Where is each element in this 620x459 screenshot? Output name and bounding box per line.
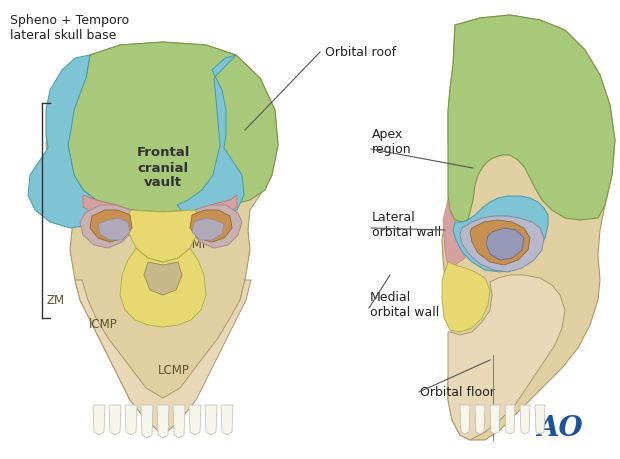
Text: Orbital floor: Orbital floor [420,386,495,398]
Text: Medial
orbital wall: Medial orbital wall [370,291,439,319]
Text: LCMP: LCMP [158,364,190,376]
Polygon shape [68,42,278,212]
Polygon shape [535,405,545,434]
Polygon shape [109,405,121,435]
Polygon shape [126,210,200,262]
Polygon shape [486,228,524,260]
Polygon shape [505,405,515,434]
Text: Frontal
cranial
vault: Frontal cranial vault [136,146,190,190]
Polygon shape [28,55,104,228]
Polygon shape [189,405,201,435]
Polygon shape [93,405,105,435]
Polygon shape [443,200,470,265]
Polygon shape [453,196,548,272]
Polygon shape [195,195,237,218]
Text: lCMP: lCMP [89,319,117,331]
Polygon shape [205,405,217,435]
Polygon shape [83,195,131,218]
Polygon shape [192,218,224,240]
Polygon shape [80,205,136,248]
Text: Spheno + Temporo
lateral skull base: Spheno + Temporo lateral skull base [10,14,129,42]
Text: UCMP: UCMP [175,239,209,252]
Polygon shape [144,262,182,295]
Polygon shape [75,280,251,435]
Polygon shape [460,216,544,272]
Polygon shape [177,55,244,228]
Polygon shape [475,405,485,434]
Polygon shape [141,405,153,438]
Polygon shape [448,15,615,222]
Polygon shape [190,205,242,248]
Polygon shape [520,405,530,434]
Text: Apex
region: Apex region [372,128,412,156]
Text: Orbital roof: Orbital roof [325,45,396,58]
Polygon shape [120,248,206,327]
Polygon shape [46,42,278,435]
Polygon shape [448,275,565,440]
Polygon shape [221,405,233,435]
Text: AO: AO [537,414,583,442]
Polygon shape [90,210,132,242]
Polygon shape [157,405,169,438]
Text: ZM: ZM [47,293,65,307]
Polygon shape [460,405,470,434]
Polygon shape [98,218,130,240]
Polygon shape [442,15,615,440]
Polygon shape [125,405,137,435]
Polygon shape [490,405,500,434]
Text: Lateral
orbital wall: Lateral orbital wall [372,211,441,239]
Polygon shape [173,405,185,438]
Polygon shape [190,210,232,242]
Polygon shape [442,262,490,332]
Polygon shape [470,220,530,265]
